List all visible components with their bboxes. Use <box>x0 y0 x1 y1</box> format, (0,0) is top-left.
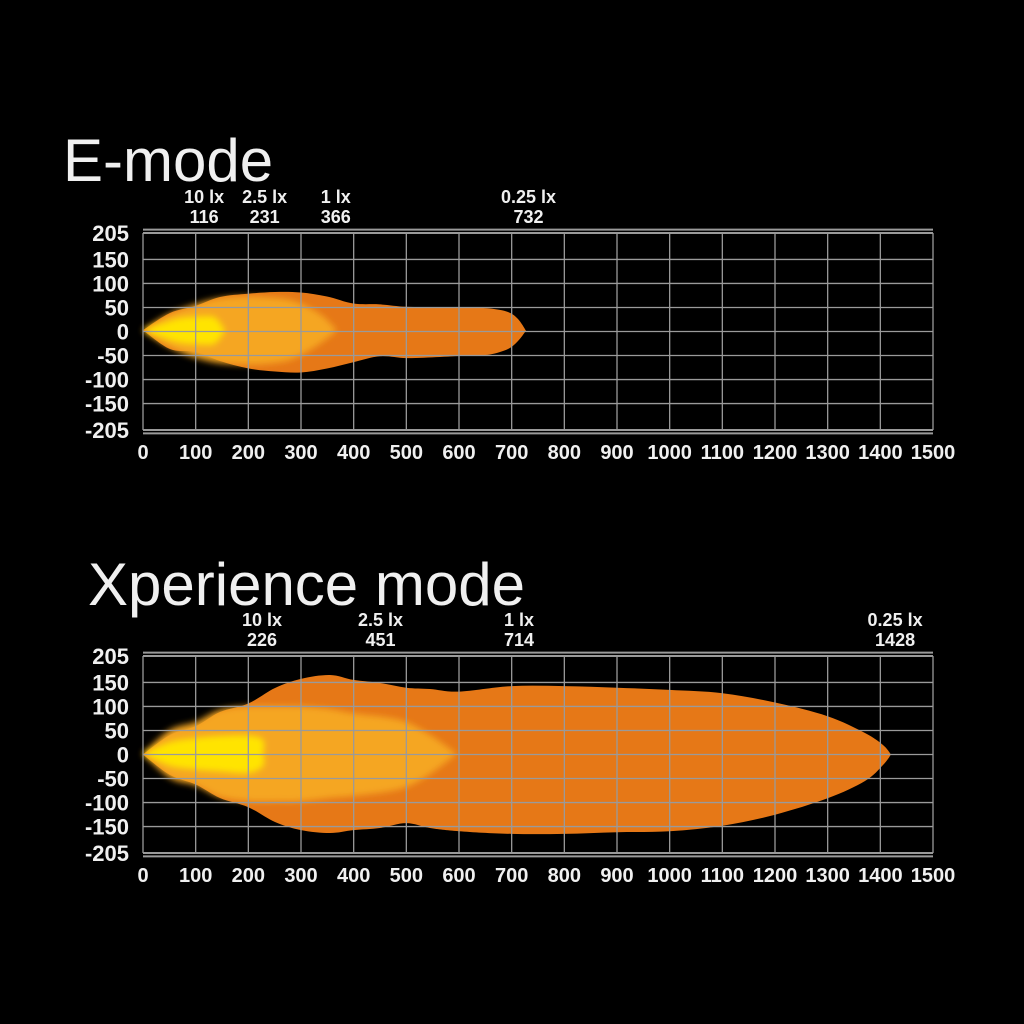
svg-text:1300: 1300 <box>805 865 850 887</box>
svg-text:-100: -100 <box>85 368 129 393</box>
svg-text:300: 300 <box>284 865 317 887</box>
svg-text:700: 700 <box>495 865 528 887</box>
svg-text:205: 205 <box>92 221 129 246</box>
svg-text:116: 116 <box>190 207 219 227</box>
svg-text:2.5 lx: 2.5 lx <box>242 187 287 207</box>
svg-text:366: 366 <box>321 207 351 227</box>
svg-text:100: 100 <box>92 271 129 296</box>
svg-text:1300: 1300 <box>805 442 850 464</box>
svg-text:10 lx: 10 lx <box>242 610 282 630</box>
svg-text:-150: -150 <box>85 815 129 840</box>
svg-text:1500: 1500 <box>911 442 956 464</box>
svg-text:-205: -205 <box>85 841 129 866</box>
svg-text:1000: 1000 <box>647 442 692 464</box>
svg-text:1428: 1428 <box>875 630 915 650</box>
svg-text:10 lx: 10 lx <box>184 187 224 207</box>
svg-text:100: 100 <box>179 442 212 464</box>
svg-text:400: 400 <box>337 442 370 464</box>
svg-text:-100: -100 <box>85 791 129 816</box>
svg-text:400: 400 <box>337 865 370 887</box>
svg-text:50: 50 <box>105 718 129 743</box>
svg-text:900: 900 <box>600 442 633 464</box>
svg-text:1200: 1200 <box>753 442 798 464</box>
svg-text:0.25 lx: 0.25 lx <box>501 187 556 207</box>
svg-text:600: 600 <box>442 865 475 887</box>
svg-text:1400: 1400 <box>858 442 903 464</box>
svg-text:500: 500 <box>390 442 423 464</box>
svg-text:231: 231 <box>250 207 280 227</box>
svg-text:0: 0 <box>137 865 148 887</box>
svg-text:50: 50 <box>105 295 129 320</box>
svg-text:1500: 1500 <box>911 865 956 887</box>
svg-text:100: 100 <box>92 694 129 719</box>
svg-text:1400: 1400 <box>858 865 903 887</box>
svg-text:0.25 lx: 0.25 lx <box>868 610 923 630</box>
svg-text:600: 600 <box>442 442 475 464</box>
svg-text:200: 200 <box>232 442 265 464</box>
svg-text:0: 0 <box>137 442 148 464</box>
svg-text:1000: 1000 <box>647 865 692 887</box>
svg-text:150: 150 <box>92 247 129 272</box>
svg-text:800: 800 <box>548 865 581 887</box>
svg-text:800: 800 <box>548 442 581 464</box>
svg-text:1100: 1100 <box>701 865 744 887</box>
svg-text:150: 150 <box>92 670 129 695</box>
svg-text:-50: -50 <box>97 767 129 792</box>
svg-text:1 lx: 1 lx <box>504 610 534 630</box>
svg-text:700: 700 <box>495 442 528 464</box>
svg-text:226: 226 <box>247 630 277 650</box>
svg-text:205: 205 <box>92 644 129 669</box>
svg-text:451: 451 <box>366 630 396 650</box>
svg-text:900: 900 <box>600 865 633 887</box>
svg-text:-150: -150 <box>85 392 129 417</box>
svg-text:-50: -50 <box>97 344 129 369</box>
svg-text:1100: 1100 <box>701 442 744 464</box>
svg-text:100: 100 <box>179 865 212 887</box>
svg-text:-205: -205 <box>85 418 129 443</box>
svg-text:2.5 lx: 2.5 lx <box>358 610 403 630</box>
svg-text:714: 714 <box>504 630 534 650</box>
svg-text:732: 732 <box>513 207 543 227</box>
svg-text:0: 0 <box>117 320 129 345</box>
svg-text:500: 500 <box>390 865 423 887</box>
svg-text:0: 0 <box>117 743 129 768</box>
svg-text:1 lx: 1 lx <box>321 187 351 207</box>
svg-text:200: 200 <box>232 865 265 887</box>
svg-text:300: 300 <box>284 442 317 464</box>
svg-text:1200: 1200 <box>753 865 798 887</box>
